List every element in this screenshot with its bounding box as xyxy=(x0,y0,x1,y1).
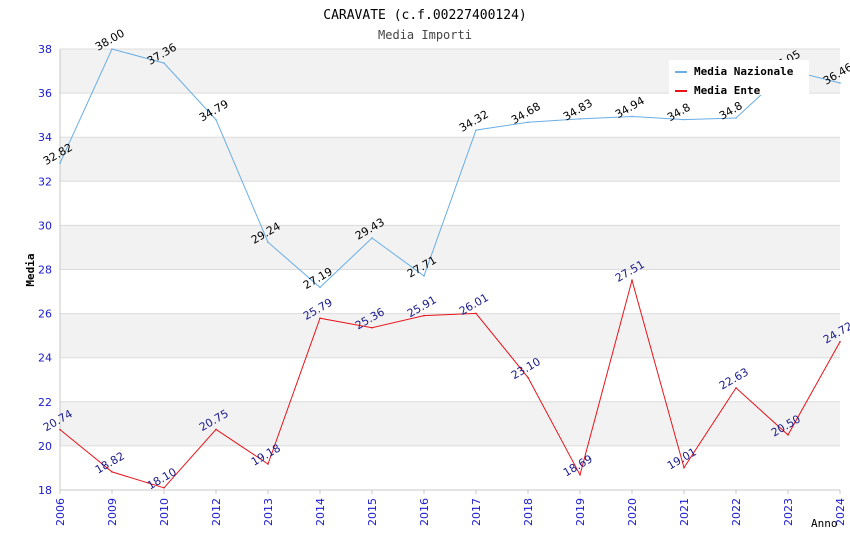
y-tick-label: 24 xyxy=(38,352,52,365)
x-tick-label: 2009 xyxy=(106,498,119,526)
data-label: 34.32 xyxy=(457,108,491,135)
data-point xyxy=(475,129,477,131)
legend-label-media-ente: Media Ente xyxy=(694,84,761,97)
x-tick-label: 2012 xyxy=(210,498,223,526)
data-point xyxy=(267,463,269,465)
y-tick-label: 20 xyxy=(38,440,52,453)
data-point xyxy=(215,428,217,431)
data-point xyxy=(59,162,61,165)
data-point xyxy=(839,341,841,343)
x-tick-label: 2020 xyxy=(626,498,639,526)
data-label: 23.10 xyxy=(509,355,543,382)
y-tick-label: 38 xyxy=(38,43,52,56)
grid-band xyxy=(60,313,840,358)
x-tick-label: 2022 xyxy=(730,498,743,526)
y-tick-label: 30 xyxy=(38,219,52,232)
x-axis-title: Anno xyxy=(811,517,838,530)
data-point xyxy=(319,317,321,320)
x-tick-label: 2010 xyxy=(158,498,171,526)
data-point xyxy=(423,314,425,317)
data-point xyxy=(839,82,841,84)
x-axis-ticks: 2006 2009 2010 2012 2013 2014 2015 2016 2017 2018… xyxy=(54,490,847,526)
data-point xyxy=(579,473,581,476)
data-point xyxy=(319,286,321,289)
x-tick-label: 2013 xyxy=(262,498,275,526)
data-point xyxy=(527,376,529,379)
legend-box xyxy=(669,60,809,95)
x-tick-label: 2018 xyxy=(522,498,535,526)
x-tick-label: 2014 xyxy=(314,498,327,526)
data-point xyxy=(163,62,165,64)
data-point xyxy=(215,118,217,121)
data-label: 18.82 xyxy=(93,450,127,477)
y-tick-label: 36 xyxy=(38,87,52,100)
data-point xyxy=(735,387,737,389)
grid-band xyxy=(60,225,840,270)
x-tick-label: 2024 xyxy=(834,498,847,526)
data-point xyxy=(111,471,113,473)
y-axis-ticks: 18 20 22 24 26 28 30 32 34 36 38 xyxy=(38,43,52,497)
data-label: 19.01 xyxy=(665,445,699,472)
data-label: 34.8 xyxy=(665,101,693,125)
data-point xyxy=(631,279,633,282)
series-layer xyxy=(59,48,841,489)
series-line-media-ente xyxy=(59,278,841,489)
chart-subtitle: Media Importi xyxy=(378,28,472,42)
data-point xyxy=(475,312,477,315)
y-tick-label: 22 xyxy=(38,396,52,409)
data-point xyxy=(371,237,373,239)
x-tick-label: 2006 xyxy=(54,498,67,526)
data-point xyxy=(631,115,633,118)
x-tick-label: 2015 xyxy=(366,498,379,526)
data-point xyxy=(527,121,529,124)
x-tick-label: 2023 xyxy=(782,498,795,526)
chart-title: CARAVATE (c.f.00227400124) xyxy=(323,8,527,23)
data-point xyxy=(683,118,685,121)
y-tick-label: 18 xyxy=(38,484,52,497)
data-point xyxy=(371,326,373,329)
data-point xyxy=(735,117,737,119)
data-label: 34.79 xyxy=(197,97,231,124)
data-label: 18.69 xyxy=(561,452,595,479)
data-label: 22.63 xyxy=(717,365,751,392)
y-axis-title: Media xyxy=(24,253,37,286)
legend-label-media-nazionale: Media Nazionale xyxy=(694,65,794,78)
data-point xyxy=(787,434,789,436)
data-label: 18.10 xyxy=(145,465,179,492)
grid-band xyxy=(60,401,840,446)
data-point xyxy=(163,486,165,489)
data-point xyxy=(267,241,269,243)
x-tick-label: 2021 xyxy=(678,498,691,526)
x-tick-label: 2016 xyxy=(418,498,431,526)
data-point xyxy=(423,275,425,277)
y-tick-label: 34 xyxy=(38,131,52,144)
data-label: 34.8 xyxy=(717,99,745,123)
series-line-media-nazionale xyxy=(59,48,841,289)
data-point xyxy=(59,428,61,431)
y-tick-label: 26 xyxy=(38,308,52,321)
grid-band xyxy=(60,137,840,182)
x-tick-label: 2019 xyxy=(574,498,587,526)
legend: Media Nazionale Media Ente xyxy=(669,60,809,97)
y-tick-label: 32 xyxy=(38,175,52,188)
x-tick-label: 2017 xyxy=(470,498,483,526)
y-tick-label: 28 xyxy=(38,264,52,277)
data-point xyxy=(683,466,685,469)
data-point xyxy=(111,48,113,50)
grid-lines xyxy=(60,48,840,491)
data-point xyxy=(579,118,581,120)
grid-bands xyxy=(60,49,840,446)
